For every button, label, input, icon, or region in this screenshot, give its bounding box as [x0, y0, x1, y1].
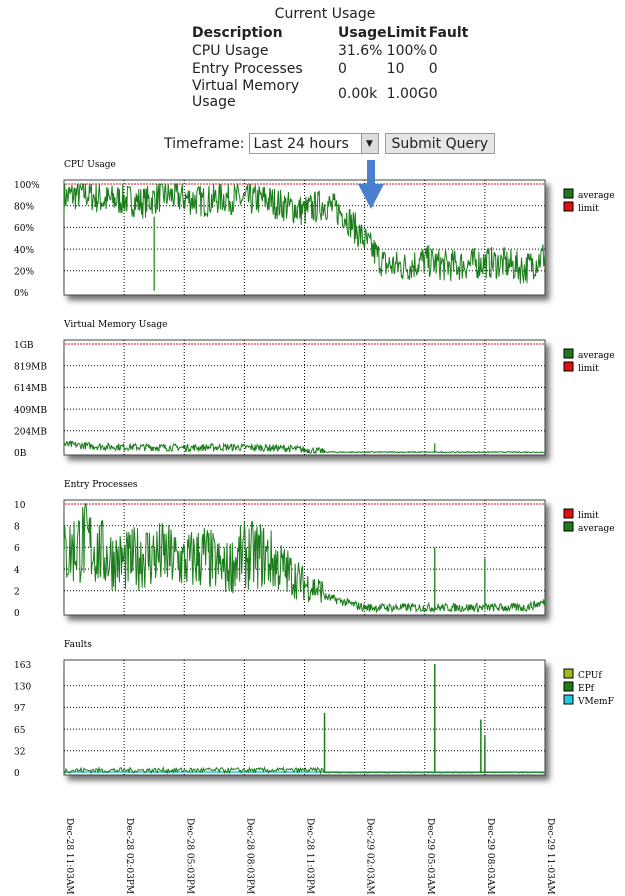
- current-usage-header-row: Description Usage Limit Fault: [192, 24, 468, 42]
- cell-description: Virtual Memory Usage: [192, 78, 300, 110]
- y-tick-label: 204MB: [14, 427, 47, 437]
- header-usage: Usage: [338, 25, 387, 41]
- chart-virtual-memory-usage: Virtual Memory Usage 1GB 819MB 614MB 409MB 20…: [14, 320, 615, 459]
- y-tick-label: 0: [14, 609, 20, 619]
- dropdown-arrow-icon[interactable]: ▼: [360, 134, 378, 153]
- y-tick-label: 65: [14, 726, 26, 736]
- y-tick-label: 0B: [14, 449, 27, 459]
- x-tick-label: Dec-29 02:03AM: [365, 818, 375, 895]
- x-tick-label: Dec-28 05:03PM: [184, 818, 194, 894]
- y-tick-label: 60%: [14, 224, 34, 234]
- x-tick-label: Dec-29 08:03AM: [485, 818, 495, 895]
- arrow-shaft: [367, 160, 375, 188]
- legend-label: CPUf: [578, 671, 602, 681]
- cell-description: Entry Processes: [192, 61, 303, 77]
- y-tick-label: 97: [14, 704, 26, 714]
- chart-faults: Faults 163 130 97 65 32 0 CPUf EPf VMemF: [14, 640, 614, 779]
- cell-usage: 31.6%: [338, 43, 383, 59]
- legend-swatch: [563, 681, 574, 692]
- chart-title: Virtual Memory Usage: [63, 320, 167, 330]
- y-tick-label: 8: [14, 523, 20, 533]
- legend-label: average: [578, 524, 615, 534]
- legend-swatch: [563, 508, 574, 519]
- y-tick-label: 100%: [14, 181, 40, 191]
- header-limit: Limit: [386, 25, 427, 41]
- chart-title: CPU Usage: [64, 160, 116, 170]
- legend-label: VMemF: [577, 697, 614, 707]
- legend-swatch: [563, 521, 574, 532]
- table-row: Virtual Memory Usage 0.00k 1.00G 0: [192, 78, 468, 110]
- arrow-head: [358, 184, 384, 209]
- y-tick-label: 130: [14, 683, 31, 693]
- cell-limit: 100%: [386, 43, 427, 59]
- y-tick-label: 20%: [14, 267, 34, 277]
- average-series: [63, 182, 546, 284]
- legend-swatch: [563, 694, 574, 705]
- y-tick-label: 32: [14, 747, 25, 757]
- current-usage-title: Current Usage: [274, 6, 376, 22]
- y-tick-label: 10: [14, 501, 26, 511]
- chart-title: Faults: [64, 640, 92, 650]
- legend-swatch: [563, 188, 574, 199]
- y-tick-label: 409MB: [14, 406, 47, 416]
- legend-swatch: [563, 361, 574, 372]
- y-tick-label: 0%: [14, 289, 29, 299]
- epf-series: [63, 765, 546, 775]
- legend-label: average: [578, 191, 615, 201]
- cell-usage: 0: [338, 61, 347, 77]
- y-tick-label: 819MB: [14, 363, 47, 373]
- legend-label: limit: [578, 204, 599, 214]
- cell-description: CPU Usage: [192, 43, 269, 59]
- header-fault: Fault: [428, 25, 469, 41]
- timeframe-selected-value: Last 24 hours: [253, 135, 349, 152]
- average-series: [63, 439, 546, 455]
- header-description: Description: [192, 25, 283, 41]
- cell-fault: 0: [428, 43, 438, 59]
- y-tick-label: 0: [14, 769, 20, 779]
- timeframe-label: Timeframe:: [164, 135, 245, 152]
- y-tick-label: 4: [14, 566, 20, 576]
- x-tick-label: Dec-29 05:03AM: [425, 818, 435, 895]
- timeframe-form: Timeframe: Last 24 hours ▼ Submit Query: [164, 133, 496, 154]
- chart-entry-processes: Entry Processes 10 8 6 4 2 0 limit average: [14, 480, 615, 619]
- current-usage-table: Description Usage Limit Fault CPU Usage …: [192, 24, 468, 110]
- legend-swatch: [563, 348, 574, 359]
- legend-swatch: [563, 668, 574, 679]
- chart-cpu-usage: CPU Usage 100% 80% 60% 40% 20% 0% average limit: [14, 160, 615, 299]
- x-tick-label: Dec-28 02:03PM: [124, 818, 134, 894]
- cell-limit: 1.00G: [386, 86, 429, 102]
- cell-fault: 0: [428, 61, 438, 77]
- x-tick-label: Dec-28 11:03PM: [305, 818, 315, 894]
- y-tick-label: 40%: [14, 246, 34, 256]
- y-tick-label: 1GB: [14, 341, 34, 351]
- legend-label: EPf: [578, 684, 595, 694]
- cell-usage: 0.00k: [338, 86, 378, 102]
- legend-label: average: [578, 351, 615, 361]
- table-row: Entry Processes 0 10 0: [192, 60, 468, 78]
- x-tick-label: Dec-29 11:03AM: [545, 818, 555, 895]
- x-tick-label: Dec-28 08:03PM: [244, 818, 254, 894]
- submit-query-button[interactable]: Submit Query: [384, 133, 496, 154]
- legend-label: limit: [578, 364, 599, 374]
- x-tick-label: Dec-28 11:03AM: [64, 818, 74, 895]
- cell-limit: 10: [386, 61, 405, 77]
- y-tick-label: 80%: [14, 203, 34, 213]
- chart-title: Entry Processes: [64, 480, 138, 490]
- table-row: CPU Usage 31.6% 100% 0: [192, 42, 468, 60]
- y-tick-label: 614MB: [14, 384, 47, 394]
- average-series: [63, 503, 546, 614]
- annotation-arrow: [358, 160, 384, 209]
- cell-fault: 0: [428, 86, 438, 102]
- legend-swatch: [563, 201, 574, 212]
- y-tick-label: 6: [14, 544, 20, 554]
- y-tick-label: 2: [14, 587, 20, 597]
- legend-label: limit: [578, 511, 599, 521]
- y-tick-label: 163: [14, 661, 31, 671]
- timeframe-select[interactable]: Last 24 hours ▼: [248, 133, 379, 154]
